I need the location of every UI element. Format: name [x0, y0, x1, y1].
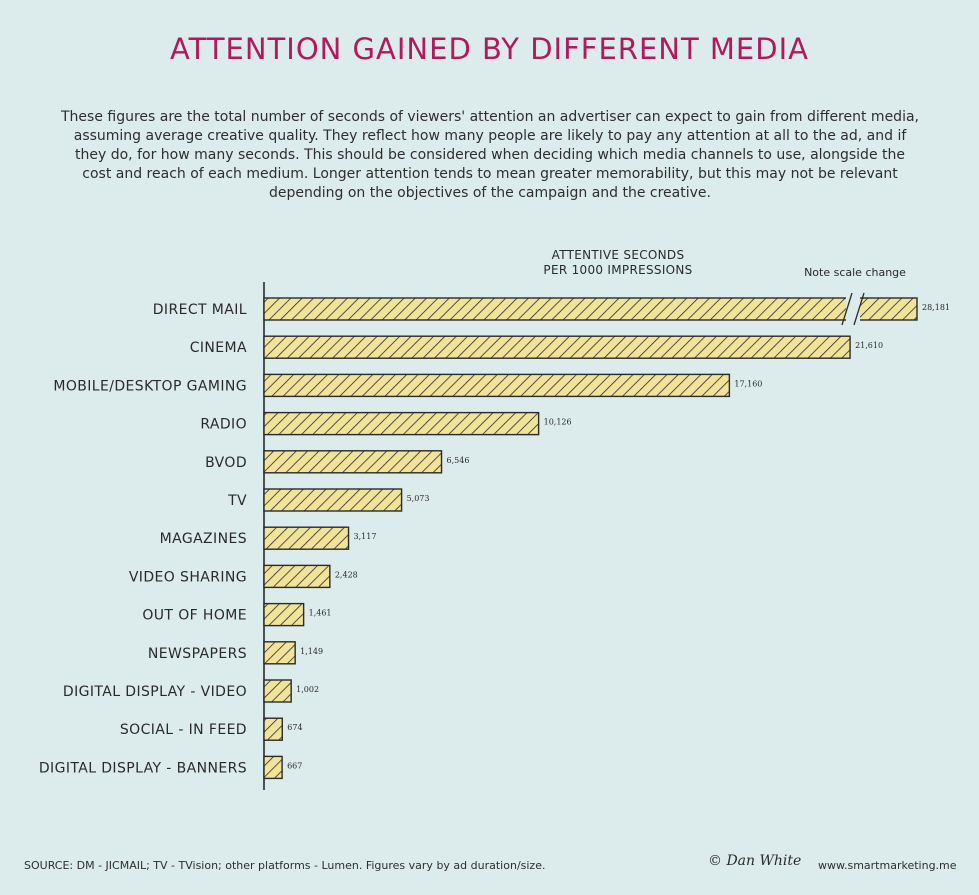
- axis-unit-label: ATTENTIVE SECONDS PER 1000 IMPRESSIONS: [513, 248, 723, 278]
- bar: [263, 335, 851, 359]
- author-credit: © Dan White: [708, 853, 802, 869]
- value-label: 674: [287, 723, 302, 732]
- bar: [263, 641, 296, 665]
- category-label: MAGAZINES: [160, 531, 247, 547]
- website-link[interactable]: www.smartmarketing.me: [818, 859, 957, 872]
- value-label: 5,073: [407, 494, 430, 503]
- scale-break-mark: [841, 292, 853, 326]
- source-note: SOURCE: DM - JICMAIL; TV - TVision; othe…: [24, 859, 546, 872]
- category-label: DIRECT MAIL: [153, 302, 247, 318]
- value-label: 10,126: [544, 418, 572, 427]
- bar: [263, 679, 292, 703]
- value-label: 1,461: [309, 609, 332, 618]
- chart-title: ATTENTION GAINED BY DIFFERENT MEDIA: [170, 32, 809, 66]
- value-label: 3,117: [354, 532, 377, 541]
- category-label: DIGITAL DISPLAY - VIDEO: [63, 684, 247, 700]
- category-label: DIGITAL DISPLAY - BANNERS: [39, 760, 247, 776]
- axis-unit-label-line1: ATTENTIVE SECONDS: [551, 248, 685, 262]
- axis-unit-label-line2: PER 1000 IMPRESSIONS: [543, 263, 693, 277]
- value-label: 667: [287, 761, 302, 770]
- category-label: OUT OF HOME: [142, 608, 247, 624]
- category-label: CINEMA: [190, 340, 247, 356]
- value-label: 17,160: [734, 379, 762, 388]
- scale-break-mark: [853, 292, 865, 326]
- scale-change-note: Note scale change: [804, 266, 906, 279]
- bar: [263, 411, 540, 436]
- value-label: 1,149: [300, 647, 323, 656]
- category-label: NEWSPAPERS: [148, 646, 247, 662]
- value-label: 28,181: [922, 303, 950, 312]
- category-label: TV: [227, 493, 247, 509]
- value-label: 2,428: [335, 570, 358, 579]
- category-label: SOCIAL - IN FEED: [120, 722, 247, 738]
- category-label: VIDEO SHARING: [129, 569, 247, 585]
- value-label: 21,610: [855, 341, 883, 350]
- bar: [263, 564, 331, 589]
- scale-break-gap: [846, 297, 860, 321]
- bar: [263, 450, 443, 474]
- category-label: MOBILE/DESKTOP GAMING: [53, 378, 247, 394]
- bar: [263, 717, 283, 741]
- chart-description: These figures are the total number of se…: [60, 109, 919, 201]
- bar: [263, 488, 403, 512]
- category-label: RADIO: [200, 417, 247, 433]
- bar: [263, 526, 350, 550]
- value-label: 1,002: [296, 685, 319, 694]
- bar: [263, 297, 918, 321]
- value-label: 6,546: [447, 456, 470, 465]
- bar: [263, 373, 731, 398]
- category-label: BVOD: [205, 455, 247, 471]
- bar: [263, 602, 305, 627]
- bar: [263, 755, 283, 780]
